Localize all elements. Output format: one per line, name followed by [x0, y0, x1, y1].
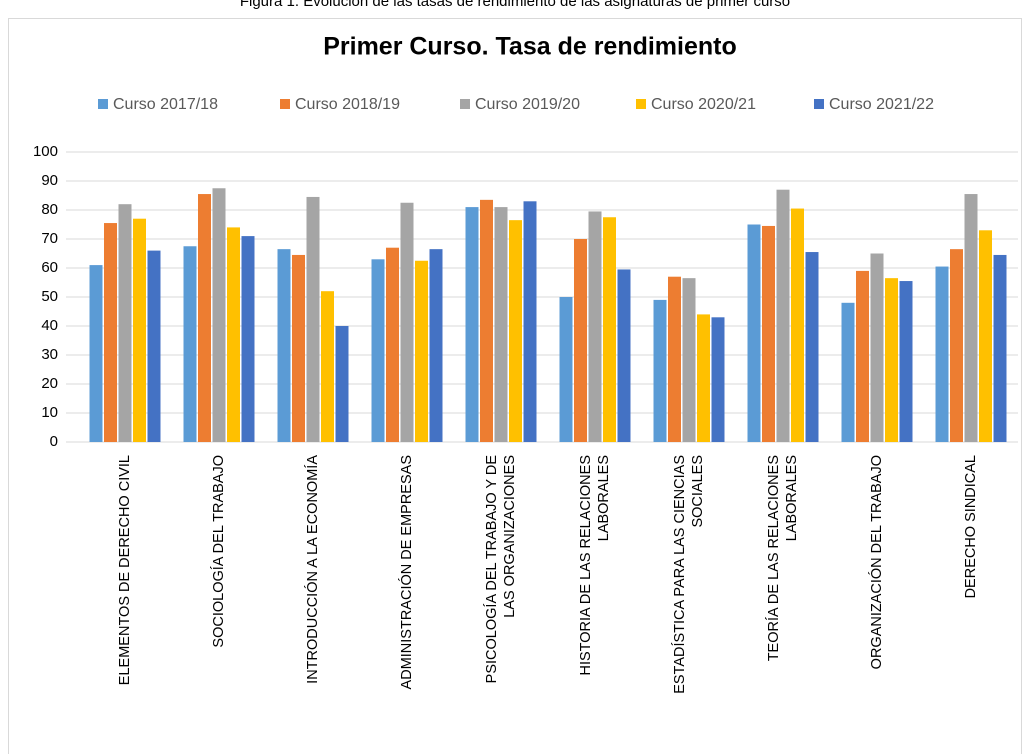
y-tick-label: 70: [41, 230, 58, 247]
bar: [523, 201, 537, 442]
bar: [979, 230, 992, 442]
x-tick-label-line: ESTADÍSTICA PARA LAS CIENCIAS: [671, 455, 688, 694]
y-tick-label: 100: [33, 143, 58, 160]
bar: [697, 314, 710, 442]
bar: [198, 194, 211, 442]
bar: [559, 297, 573, 442]
bar: [747, 224, 761, 442]
legend-swatch: [280, 99, 290, 109]
x-tick-label-line: ADMINISTRACIÓN DE EMPRESAS: [398, 455, 415, 689]
x-tick-label-line: TEORÍA DE LAS RELACIONES: [765, 455, 782, 661]
bar: [870, 253, 884, 442]
y-tick-label: 0: [50, 433, 58, 450]
x-tick-label: ELEMENTOS DE DERECHO CIVIL: [117, 455, 133, 685]
bar: [668, 276, 681, 442]
legend-swatch: [636, 99, 646, 109]
bar: [899, 281, 913, 442]
bar: [465, 207, 479, 442]
x-tick-label-line: SOCIOLOGÍA DEL TRABAJO: [210, 455, 227, 648]
bar: [776, 189, 790, 442]
bar: [133, 218, 146, 442]
x-tick-label-line: DERECHO SINDICAL: [963, 455, 979, 598]
bar: [588, 211, 602, 442]
x-tick-label: HISTORIA DE LAS RELACIONES LABORALES: [578, 455, 612, 676]
legend-label: Curso 2017/18: [113, 96, 218, 113]
x-tick-label: SOCIOLOGÍA DEL TRABAJO: [210, 455, 227, 648]
x-tick-label: INTRODUCCIÓN A LA ECONOMÍA: [304, 455, 321, 684]
bar: [617, 269, 631, 442]
bar: [762, 225, 775, 442]
x-tick-label: ORGANIZACIÓN DEL TRABAJO: [868, 455, 885, 669]
x-tick-label-line: LABORALES: [784, 455, 800, 541]
bar: [950, 249, 963, 442]
y-tick-label: 20: [41, 375, 58, 392]
bar: [89, 265, 103, 442]
bar: [653, 299, 667, 442]
legend-label: Curso 2020/21: [651, 96, 756, 113]
x-tick-label-line: PSICOLOGÍA DEL TRABAJO Y DE: [483, 455, 500, 684]
y-tick-label: 80: [41, 201, 58, 218]
bar: [964, 194, 978, 442]
bar: [805, 252, 819, 442]
bar: [118, 204, 132, 442]
legend-swatch: [814, 99, 824, 109]
x-tick-label-line: LAS ORGANIZACIONES: [502, 455, 518, 618]
bar: [371, 259, 385, 442]
bar: [147, 250, 161, 442]
bar: [241, 236, 255, 442]
x-tick-label-line: ELEMENTOS DE DERECHO CIVIL: [117, 455, 133, 685]
legend-label: Curso 2019/20: [475, 96, 580, 113]
x-tick-label: DERECHO SINDICAL: [963, 455, 979, 598]
legend-swatch: [98, 99, 108, 109]
bar: [212, 188, 226, 442]
caption: Figura 1. Evolución de las tasas de rend…: [240, 0, 790, 10]
x-tick-label-line: LABORALES: [596, 455, 612, 541]
x-tick-label-line: HISTORIA DE LAS RELACIONES: [578, 455, 594, 676]
bar: [104, 223, 117, 442]
chart-title: Primer Curso. Tasa de rendimiento: [323, 33, 737, 61]
legend-label: Curso 2018/19: [295, 96, 400, 113]
bar: [277, 249, 291, 442]
bar: [791, 208, 804, 442]
bar: [935, 266, 949, 442]
y-tick-label: 40: [41, 317, 58, 334]
bar: [321, 291, 334, 442]
x-tick-label: PSICOLOGÍA DEL TRABAJO Y DE LAS ORGANIZAC…: [483, 455, 518, 684]
bar: [429, 249, 443, 442]
bar: [603, 217, 616, 442]
y-tick-label: 50: [41, 288, 58, 305]
bar: [885, 278, 898, 442]
legend-label: Curso 2021/22: [829, 96, 934, 113]
x-tick-label-line: INTRODUCCIÓN A LA ECONOMÍA: [304, 455, 321, 684]
x-tick-label: TEORÍA DE LAS RELACIONES LABORALES: [765, 455, 800, 661]
x-tick-label: ESTADÍSTICA PARA LAS CIENCIAS SOCIALES: [671, 455, 706, 694]
bar: [386, 247, 399, 442]
bar: [993, 254, 1007, 442]
bar: [574, 239, 587, 442]
bar: [415, 260, 428, 442]
bar: [841, 302, 855, 442]
x-tick-label: ADMINISTRACIÓN DE EMPRESAS: [398, 455, 415, 689]
bar: [494, 207, 508, 442]
bar: [306, 196, 320, 442]
bar: [400, 202, 414, 442]
bar: [682, 278, 696, 442]
y-tick-label: 10: [41, 404, 58, 421]
bar: [480, 199, 493, 442]
bar: [509, 220, 522, 442]
bar: [183, 246, 197, 442]
y-tick-label: 30: [41, 346, 58, 363]
bar: [335, 326, 349, 442]
bar: [856, 270, 869, 442]
bar: [292, 254, 305, 442]
bar: [711, 317, 725, 442]
bar: [227, 227, 240, 442]
x-tick-label-line: ORGANIZACIÓN DEL TRABAJO: [868, 455, 885, 669]
legend-swatch: [460, 99, 470, 109]
y-tick-label: 60: [41, 259, 58, 276]
x-tick-label-line: SOCIALES: [690, 455, 706, 528]
y-tick-label: 90: [41, 172, 58, 189]
